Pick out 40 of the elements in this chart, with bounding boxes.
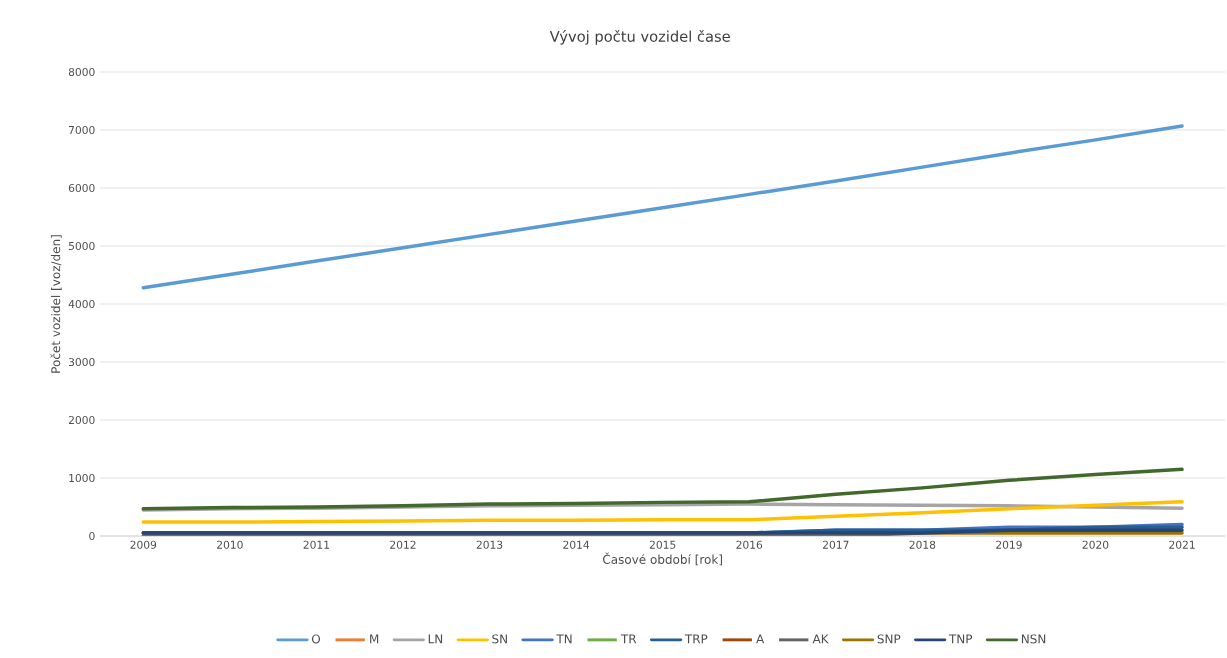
x-tick-label: 2014 bbox=[563, 540, 590, 549]
legend-label: SNP bbox=[877, 634, 901, 644]
y-tick-label: 1000 bbox=[69, 473, 95, 483]
legend-label: TR bbox=[620, 634, 637, 644]
y-tick-label: 5000 bbox=[68, 241, 95, 251]
x-tick-label: 2017 bbox=[823, 540, 849, 549]
legend-label: A bbox=[756, 634, 765, 644]
y-tick-label: 4000 bbox=[68, 299, 95, 309]
x-tick-label: 2013 bbox=[476, 540, 503, 549]
y-axis-title: Počet vozidel [voz/den] bbox=[50, 235, 62, 373]
x-tick-label: 2016 bbox=[736, 540, 763, 549]
x-tick-label: 2015 bbox=[649, 540, 676, 549]
legend-label: TN bbox=[556, 634, 572, 644]
x-tick-label: 2012 bbox=[390, 540, 416, 549]
x-tick-label: 2009 bbox=[130, 540, 157, 549]
x-tick-label: 2019 bbox=[996, 540, 1022, 549]
y-tick-label: 6000 bbox=[68, 183, 95, 193]
y-tick-label: 8000 bbox=[68, 67, 95, 77]
legend-label: TNP bbox=[948, 634, 973, 644]
x-tick-label: 2018 bbox=[909, 540, 936, 549]
y-tick-label: 2000 bbox=[68, 415, 95, 425]
legend-label: LN bbox=[428, 634, 443, 644]
line-series bbox=[141, 467, 1184, 511]
y-tick-label: 7000 bbox=[69, 125, 95, 135]
line-series bbox=[141, 124, 1184, 290]
x-tick-label: 2011 bbox=[303, 540, 329, 549]
legend-label: NSN bbox=[1021, 634, 1046, 644]
legend-label: SN bbox=[492, 634, 507, 644]
x-tick-label: 2021 bbox=[1169, 540, 1195, 549]
chart-title: Vývoj počtu vozidel čase bbox=[549, 29, 730, 45]
line-series bbox=[141, 500, 1184, 524]
x-tick-label: 2020 bbox=[1082, 540, 1109, 549]
legend-label: M bbox=[370, 634, 379, 644]
y-tick-label: 3000 bbox=[68, 357, 95, 367]
legend-label: AK bbox=[812, 634, 829, 644]
x-tick-label: 2010 bbox=[217, 540, 243, 549]
x-axis-title: Časové období [rok] bbox=[603, 552, 722, 566]
legend-label: TRP bbox=[684, 634, 708, 644]
y-tick-label: 0 bbox=[89, 531, 95, 541]
legend-label: O bbox=[311, 634, 321, 644]
